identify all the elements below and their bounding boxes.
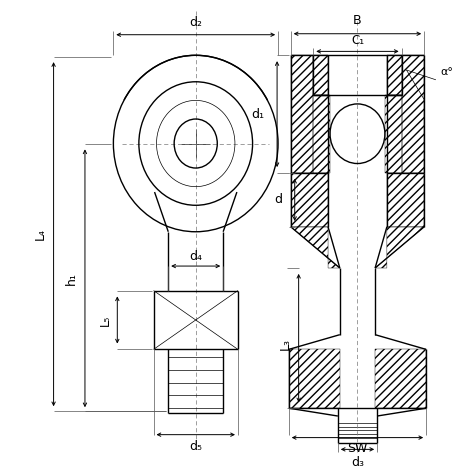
Text: d₁: d₁ [251, 108, 264, 121]
Text: d₂: d₂ [189, 16, 202, 30]
Text: d: d [274, 193, 282, 206]
Text: L₃: L₃ [278, 338, 291, 350]
Bar [291, 173, 328, 227]
Bar [401, 55, 424, 173]
Bar [387, 173, 424, 227]
Text: SW: SW [347, 442, 368, 455]
Bar [313, 55, 328, 94]
Bar [375, 349, 426, 408]
Bar [313, 94, 330, 173]
Bar [291, 55, 313, 173]
Bar [385, 94, 401, 173]
Bar [289, 349, 340, 408]
Text: d₃: d₃ [351, 455, 364, 469]
Bar [387, 55, 401, 94]
Text: B: B [353, 15, 362, 27]
Text: α°: α° [441, 67, 454, 77]
Text: L₅: L₅ [99, 314, 112, 326]
Text: d₅: d₅ [189, 440, 202, 453]
Text: L₄: L₄ [33, 228, 46, 240]
Text: h₁: h₁ [65, 272, 78, 285]
Text: d₄: d₄ [189, 250, 202, 263]
Text: C₁: C₁ [351, 34, 364, 47]
